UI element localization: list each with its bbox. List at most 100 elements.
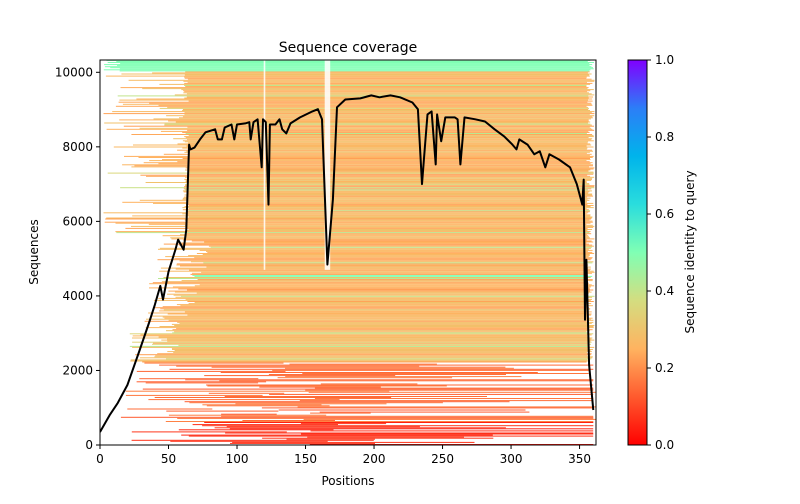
alignment-row [307,436,464,438]
alignment-row [182,190,592,192]
alignment-row [208,392,285,394]
alignment-row [149,287,590,289]
alignment-row [184,311,592,313]
alignment-row [302,373,589,374]
alignment-row [164,123,591,125]
alignment-row [139,127,592,129]
alignment-row [166,330,590,332]
alignment-row [308,391,596,393]
alignment-row [168,319,594,321]
alignment-row [140,174,588,176]
colorbar-label: Sequence identity to query [683,170,697,333]
alignment-row [187,177,593,179]
alignment-row [268,374,506,375]
alignment-row [159,310,588,312]
alignment-row [143,162,593,164]
alignment-row [175,121,591,123]
alignment-row [182,198,588,200]
alignment-row [225,432,594,434]
alignment-row [119,119,589,121]
alignment-row [285,367,514,369]
alignment-row [152,343,591,345]
alignment-row [187,148,587,150]
alignment-row [203,262,593,264]
alignment-row [185,86,587,87]
alignment-row [168,414,327,416]
alignment-row [131,166,589,168]
alignment-row [124,155,594,157]
alignment-row [179,244,593,246]
alignment-row [142,361,587,363]
alignment-row [185,133,587,134]
alignment-row [289,363,437,365]
alignment-row [184,151,590,153]
alignment-row [107,62,594,63]
alignment-row [174,350,591,351]
alignment-row [184,136,594,138]
alignment-row [171,238,595,240]
alignment-row [169,368,594,370]
alignment-row [157,353,592,355]
alignment-row [188,135,594,137]
alignment-row [189,269,590,271]
alignment-row [184,112,592,114]
alignment-row [184,74,590,76]
alignment-row [148,223,587,225]
alignment-row [314,387,594,389]
colorbar-tick-label: 0.0 [655,438,674,452]
alignment-row [142,88,588,90]
alignment-row [132,341,592,343]
alignment-row [188,208,587,210]
alignment-row [182,209,589,211]
x-tick-label: 50 [161,452,176,466]
alignment-row [196,292,589,294]
alignment-row [160,267,588,269]
alignment-row [161,339,595,341]
alignment-row [301,433,594,435]
alignment-row [118,101,588,103]
alignment-row [122,103,592,105]
coverage-gap [324,60,331,270]
alignment-row [188,229,593,230]
alignment-row [122,164,593,166]
alignment-row [177,417,594,419]
alignment-row [132,335,588,337]
alignment-row [145,182,587,183]
alignment-row [122,201,587,203]
alignment-row [188,142,588,144]
y-tick-label: 4000 [62,289,93,303]
alignment-row [123,125,595,127]
alignment-row [232,441,475,443]
coverage-heatmap [103,60,596,445]
alignment-row [185,137,589,139]
alignment-row [229,428,594,430]
alignment-row [172,332,589,334]
alignment-row [179,260,587,262]
alignment-row [153,202,594,204]
alignment-row [103,69,591,71]
alignment-row [153,342,589,344]
alignment-row [176,328,590,330]
alignment-row [186,93,592,95]
alignment-row [125,227,588,229]
alignment-row [104,122,589,124]
alignment-row [186,230,588,231]
alignment-row [155,355,588,357]
alignment-row [168,290,590,292]
alignment-row [146,175,591,177]
alignment-row [185,181,587,182]
alignment-row [184,97,589,99]
alignment-row [172,286,591,288]
y-tick-label: 2000 [62,363,93,377]
alignment-row [221,413,277,415]
alignment-row [170,440,328,442]
alignment-row [188,205,594,206]
alignment-row [177,143,591,145]
colorbar-gradient [627,59,648,446]
y-tick-label: 0 [85,438,93,452]
alignment-row [191,261,594,263]
alignment-row [142,388,594,390]
alignment-row [127,408,213,410]
alignment-row [163,277,591,278]
alignment-row [177,161,590,163]
